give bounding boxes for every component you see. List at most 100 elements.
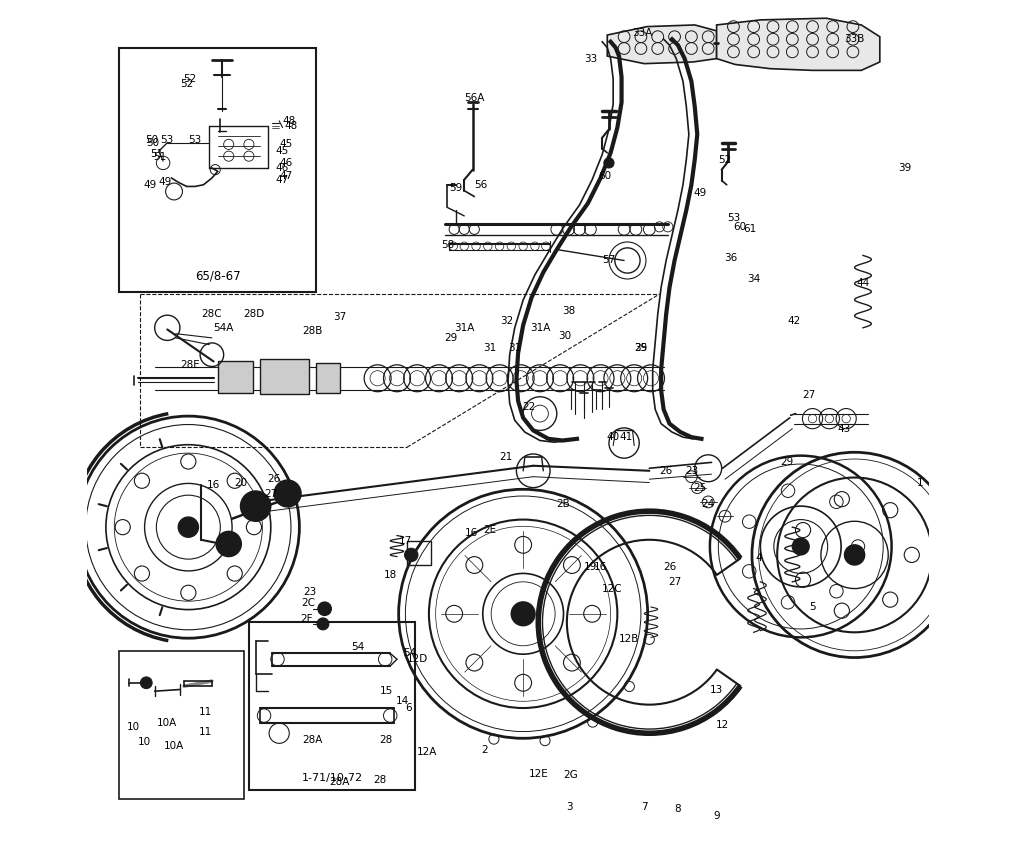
Text: 26: 26 bbox=[267, 474, 280, 484]
Text: 43: 43 bbox=[838, 424, 851, 434]
Text: 60: 60 bbox=[733, 222, 746, 232]
Text: 16: 16 bbox=[207, 480, 220, 490]
Text: 54: 54 bbox=[352, 642, 365, 652]
Text: 10: 10 bbox=[138, 737, 151, 747]
Text: 13: 13 bbox=[710, 684, 723, 695]
Text: 2: 2 bbox=[482, 745, 488, 755]
Text: 29: 29 bbox=[780, 457, 793, 468]
Text: 2B: 2B bbox=[556, 500, 570, 510]
Text: 56: 56 bbox=[474, 180, 488, 190]
Text: 35: 35 bbox=[634, 343, 647, 353]
Circle shape bbox=[178, 517, 198, 538]
Circle shape bbox=[318, 602, 331, 615]
Text: 48: 48 bbox=[282, 116, 296, 126]
Text: 39: 39 bbox=[898, 163, 911, 173]
Text: 16: 16 bbox=[594, 562, 608, 571]
Text: 4: 4 bbox=[755, 554, 762, 563]
Text: 28: 28 bbox=[374, 776, 387, 786]
Text: 54: 54 bbox=[403, 648, 417, 658]
Text: 28E: 28E bbox=[180, 360, 200, 370]
Text: 27: 27 bbox=[803, 390, 816, 400]
Text: 58: 58 bbox=[441, 241, 454, 251]
Text: 16: 16 bbox=[464, 528, 478, 538]
Text: 44: 44 bbox=[856, 279, 870, 288]
Bar bbox=[249, 622, 416, 791]
Bar bbox=[407, 542, 431, 565]
Circle shape bbox=[792, 538, 809, 555]
Text: 24: 24 bbox=[702, 500, 715, 510]
Text: 53: 53 bbox=[188, 135, 202, 145]
Text: 20: 20 bbox=[234, 478, 247, 488]
Circle shape bbox=[216, 532, 242, 556]
Text: 28C: 28C bbox=[201, 309, 223, 319]
Text: 19: 19 bbox=[584, 562, 597, 571]
Text: 18: 18 bbox=[384, 570, 397, 580]
Text: 56A: 56A bbox=[464, 93, 485, 103]
Text: 11: 11 bbox=[198, 727, 211, 737]
Bar bbox=[316, 363, 339, 392]
Text: 31: 31 bbox=[483, 343, 496, 353]
Bar bbox=[119, 47, 316, 292]
Text: 28A: 28A bbox=[303, 735, 323, 745]
Text: 45: 45 bbox=[279, 139, 293, 149]
Text: 26: 26 bbox=[662, 562, 676, 571]
Circle shape bbox=[140, 677, 152, 689]
Text: 46: 46 bbox=[279, 158, 293, 168]
Text: 22: 22 bbox=[522, 402, 535, 412]
Text: 21: 21 bbox=[500, 452, 513, 463]
Text: 33A: 33A bbox=[632, 29, 653, 38]
Text: 65/8-67: 65/8-67 bbox=[195, 270, 241, 283]
Text: 28B: 28B bbox=[303, 326, 323, 336]
Text: 9: 9 bbox=[713, 811, 720, 820]
Circle shape bbox=[241, 491, 271, 522]
Text: 41: 41 bbox=[619, 432, 632, 442]
Text: 12A: 12A bbox=[417, 747, 438, 757]
Text: 6: 6 bbox=[405, 703, 412, 713]
Text: 12E: 12E bbox=[528, 769, 549, 779]
Text: 52: 52 bbox=[718, 154, 732, 165]
Text: 48: 48 bbox=[284, 121, 298, 131]
Text: 52: 52 bbox=[184, 73, 197, 84]
Text: 12C: 12C bbox=[602, 583, 623, 593]
Text: 28: 28 bbox=[379, 735, 392, 745]
Text: 57: 57 bbox=[602, 256, 616, 266]
Circle shape bbox=[404, 549, 418, 561]
Text: 10A: 10A bbox=[164, 741, 184, 751]
Text: 49: 49 bbox=[158, 177, 172, 187]
Bar bbox=[217, 361, 253, 393]
Text: 31A: 31A bbox=[454, 322, 474, 333]
Text: 1: 1 bbox=[916, 478, 924, 488]
Text: 61: 61 bbox=[744, 224, 757, 234]
Text: 30: 30 bbox=[559, 331, 572, 341]
Text: 46: 46 bbox=[276, 163, 290, 173]
Text: 33: 33 bbox=[584, 53, 597, 63]
Text: 15: 15 bbox=[379, 686, 392, 696]
Text: 31A: 31A bbox=[529, 322, 550, 333]
Bar bbox=[260, 359, 309, 394]
Text: 60: 60 bbox=[598, 171, 612, 181]
Text: 40: 40 bbox=[607, 432, 620, 442]
Text: 3: 3 bbox=[566, 803, 573, 812]
Text: 8: 8 bbox=[675, 804, 682, 814]
Circle shape bbox=[274, 480, 301, 507]
Circle shape bbox=[604, 158, 614, 168]
Text: 49: 49 bbox=[693, 188, 706, 198]
Text: 29: 29 bbox=[444, 333, 457, 343]
Text: 27: 27 bbox=[668, 576, 681, 587]
Text: 50: 50 bbox=[146, 138, 160, 148]
Text: 5: 5 bbox=[809, 602, 816, 612]
Text: 37: 37 bbox=[333, 311, 346, 322]
Bar bbox=[119, 651, 244, 799]
Text: 10: 10 bbox=[127, 722, 140, 732]
Text: 28D: 28D bbox=[243, 309, 264, 319]
Circle shape bbox=[844, 545, 865, 565]
Circle shape bbox=[249, 500, 262, 513]
Text: 28A: 28A bbox=[329, 777, 350, 787]
Text: 53: 53 bbox=[726, 214, 740, 224]
Text: 34: 34 bbox=[747, 274, 760, 284]
Text: 49: 49 bbox=[144, 180, 157, 190]
Circle shape bbox=[511, 602, 534, 625]
Text: 12: 12 bbox=[716, 720, 729, 730]
Polygon shape bbox=[716, 19, 880, 70]
Text: 32: 32 bbox=[500, 316, 513, 326]
